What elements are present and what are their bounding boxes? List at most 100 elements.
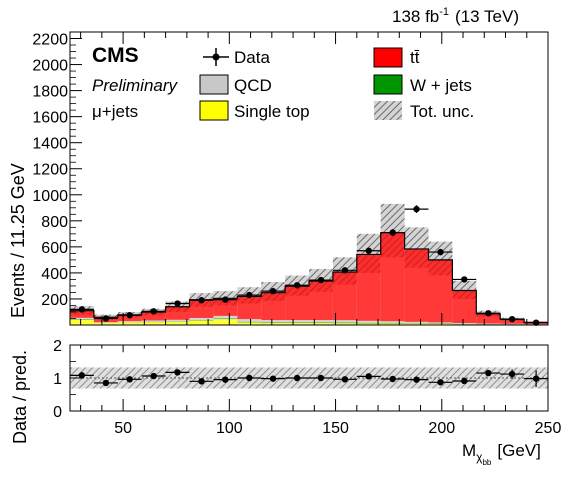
stack-bar <box>380 232 405 322</box>
svg-text:Data: Data <box>234 48 270 67</box>
stack-bar <box>213 315 238 319</box>
data-point <box>285 282 310 289</box>
stack-bar <box>237 296 262 320</box>
y-tick-label: 400 <box>41 266 68 283</box>
legend-entry-single-top: Single top <box>199 100 310 121</box>
stack-bar <box>404 321 429 324</box>
stacked-histogram <box>70 232 548 325</box>
main-y-axis: 200 400 600 800 1000 1200 1400 1600 1800 2000 2200 <box>32 32 82 319</box>
data-point-marker <box>126 312 133 319</box>
data-point-marker <box>198 297 205 304</box>
stack-bar <box>452 290 477 324</box>
stack-bar <box>237 319 262 322</box>
ratio-point-marker <box>150 372 157 380</box>
stack-bar <box>213 319 238 325</box>
stack-bar <box>165 306 190 320</box>
data-point <box>404 205 429 214</box>
stack-bar <box>70 310 94 318</box>
stack-bar <box>141 311 166 321</box>
stack-bar <box>285 323 309 325</box>
stack-bar <box>213 298 238 316</box>
ratio-point <box>69 372 94 379</box>
ratio-point-marker <box>341 376 349 383</box>
y-tick-label: 2200 <box>32 32 68 49</box>
data-point <box>117 312 142 319</box>
experiment-label: CMS <box>92 44 139 67</box>
ratio-point-marker <box>126 376 133 383</box>
data-point <box>165 300 190 307</box>
stack-bar <box>165 321 190 325</box>
stack-bar <box>356 323 381 325</box>
ratio-point-marker <box>198 378 205 385</box>
data-point-marker <box>485 310 492 317</box>
data-point-marker <box>317 276 325 284</box>
ratio-y-axis: 0 1 2 <box>53 338 82 421</box>
stack-bar <box>189 299 214 318</box>
svg-text:QCD: QCD <box>234 76 272 95</box>
svg-text:W + jets: W + jets <box>410 76 472 95</box>
stack-bar <box>117 322 142 325</box>
data-point-marker <box>150 308 157 315</box>
ratio-point-marker <box>389 375 396 383</box>
stack-bar <box>189 317 214 320</box>
stack-bar <box>141 320 166 322</box>
y-tick-label: 1200 <box>32 162 68 179</box>
ratio-y-tick-label: 2 <box>53 338 62 355</box>
data-point <box>452 276 477 283</box>
stack-bar <box>332 322 357 324</box>
data-point <box>213 296 238 303</box>
stack-bar <box>237 322 262 325</box>
ratio-point <box>189 378 214 385</box>
legend-entry-tot-unc: Tot. unc. <box>374 101 474 121</box>
ratio-point-marker <box>293 374 301 382</box>
stack-bar <box>285 320 309 323</box>
ratio-y-tick-label: 1 <box>53 371 62 388</box>
ratio-point <box>165 369 190 376</box>
ratio-point-marker <box>413 376 420 383</box>
stack-bar <box>189 320 214 325</box>
stack-bar <box>213 318 238 320</box>
data-point <box>189 297 214 304</box>
ratio-point <box>524 370 549 387</box>
y-tick-label: 1000 <box>32 188 68 205</box>
data-point-marker <box>78 306 86 313</box>
stack-bar <box>380 322 405 324</box>
data-point-marker <box>532 319 540 326</box>
stack-bar <box>404 323 429 325</box>
ratio-point <box>332 376 357 383</box>
ratio-point-marker <box>269 375 277 382</box>
y-tick-label: 1600 <box>32 110 68 127</box>
ratio-point-marker <box>317 374 325 382</box>
legend-entry-qcd: QCD <box>199 74 272 95</box>
luminosity-label: 138 fb-1 (13 TeV) <box>392 6 519 26</box>
ratio-point-marker <box>508 370 516 378</box>
data-point <box>69 306 94 313</box>
y-tick-label: 600 <box>41 240 68 257</box>
ratio-y-tick-label: 0 <box>53 404 62 421</box>
ratio-y-axis-label: Data / pred. <box>10 350 30 444</box>
data-point-marker <box>246 291 253 299</box>
ratio-point-marker <box>246 374 253 382</box>
legend-entry-data: Data <box>203 48 270 67</box>
stack-bar <box>452 323 477 324</box>
ratio-point <box>452 377 477 385</box>
data-points <box>69 205 549 326</box>
stack-bar <box>309 320 333 323</box>
stack-bar <box>428 322 453 324</box>
stack-bar <box>380 323 405 325</box>
svg-text:tt̄: tt̄ <box>410 48 420 67</box>
stack-bar <box>117 321 142 323</box>
stack-bar <box>428 323 453 324</box>
ratio-point-marker <box>532 375 540 382</box>
stack-bar <box>93 323 118 325</box>
stack-bar <box>476 323 501 325</box>
y-tick-label: 1400 <box>32 136 68 153</box>
stack-bar <box>356 254 381 321</box>
data-point-marker <box>269 287 277 295</box>
ratio-point <box>404 376 429 383</box>
data-point-marker <box>102 315 110 322</box>
legend-entry-ttbar: tt̄ <box>373 47 420 68</box>
ratio-point-marker <box>437 379 444 386</box>
ratio-point-marker <box>222 376 229 383</box>
